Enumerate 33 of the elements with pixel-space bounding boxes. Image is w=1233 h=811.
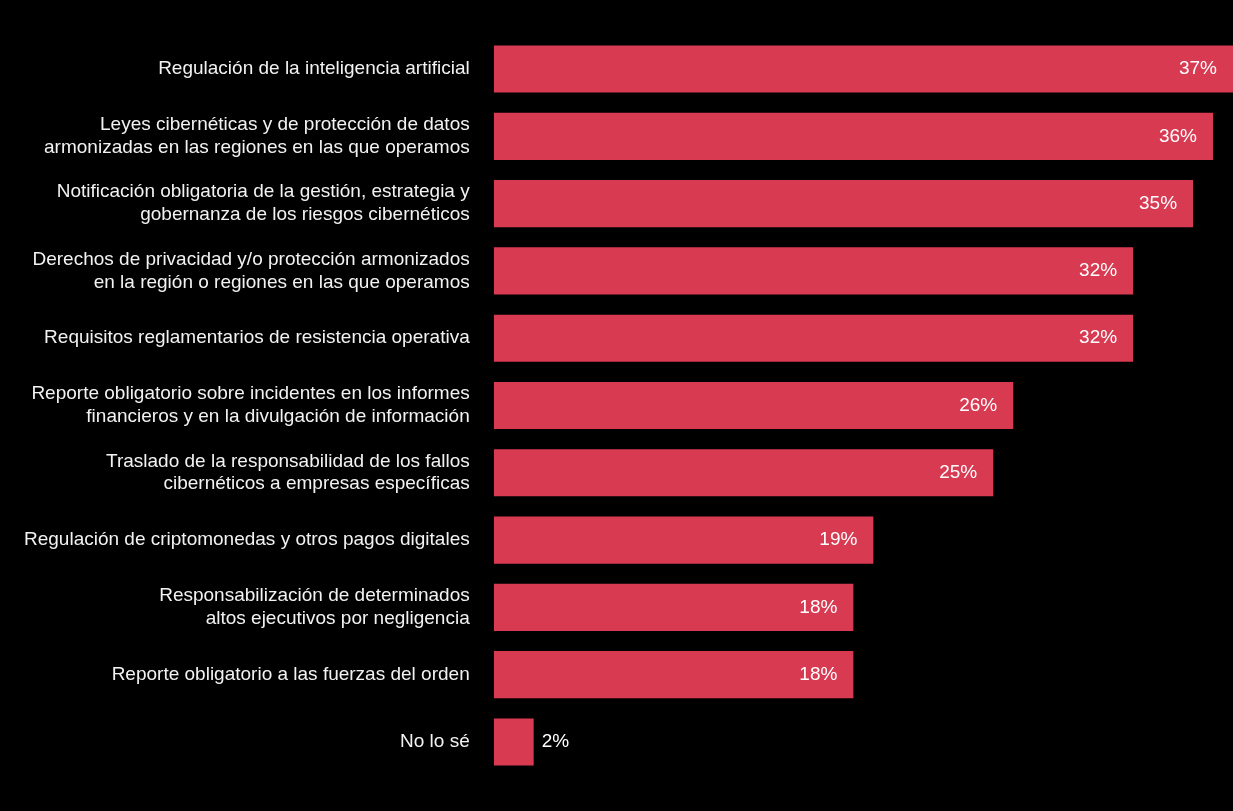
bar bbox=[493, 112, 1214, 160]
data-label: 18% bbox=[799, 595, 838, 617]
bar bbox=[493, 247, 1134, 295]
data-label: 19% bbox=[819, 528, 858, 550]
y-tick-label: Regulación de criptomonedas y otros pagos digitales bbox=[23, 528, 470, 550]
data-label: 35% bbox=[1139, 191, 1178, 213]
y-tick-label: Leyes cibernéticas y de protección de datos armonizadas en las regiones en las que operamos bbox=[44, 113, 470, 157]
bar bbox=[493, 583, 854, 631]
data-label: 25% bbox=[939, 461, 978, 483]
bar bbox=[493, 180, 1194, 228]
data-label: 2% bbox=[541, 730, 570, 752]
y-tick-label: Notificación obligatoria de la gestión, estrategia y gobernanza de los riesgos cibernéticos bbox=[56, 180, 471, 225]
y-tick-label: Derechos de privacidad y/o protección armonizados en la región o regiones en las que operamos bbox=[32, 247, 470, 292]
bar bbox=[493, 651, 854, 699]
data-label: 26% bbox=[959, 393, 998, 415]
data-label: 18% bbox=[799, 662, 838, 684]
y-tick-label: Reporte obligatorio a las fuerzas del orden bbox=[111, 662, 470, 684]
y-tick-label: Requisitos reglamentarios de resistencia operativa bbox=[44, 326, 471, 348]
bar bbox=[493, 314, 1134, 362]
data-label: 32% bbox=[1079, 326, 1118, 348]
bar bbox=[493, 718, 534, 766]
y-tick-label: No lo sé bbox=[400, 730, 470, 752]
data-label: 36% bbox=[1158, 124, 1198, 146]
y-tick-label: Traslado de la responsabilidad de los fallos cibernéticos a empresas específicas bbox=[106, 449, 470, 494]
data-label: 37% bbox=[1178, 57, 1218, 79]
bar bbox=[493, 516, 874, 564]
data-label: 32% bbox=[1079, 259, 1118, 281]
y-tick-label: Responsabilización de determinados altos ejecutivos por negligencia bbox=[159, 584, 471, 629]
y-tick-label: Reporte obligatorio sobre incidentes en los informes financieros y en la divulgación de información bbox=[31, 382, 470, 427]
bar bbox=[493, 449, 994, 497]
y-tick-label: Regulación de la inteligencia artificial bbox=[158, 57, 470, 79]
bar bbox=[493, 45, 1233, 93]
bar bbox=[493, 381, 1014, 430]
